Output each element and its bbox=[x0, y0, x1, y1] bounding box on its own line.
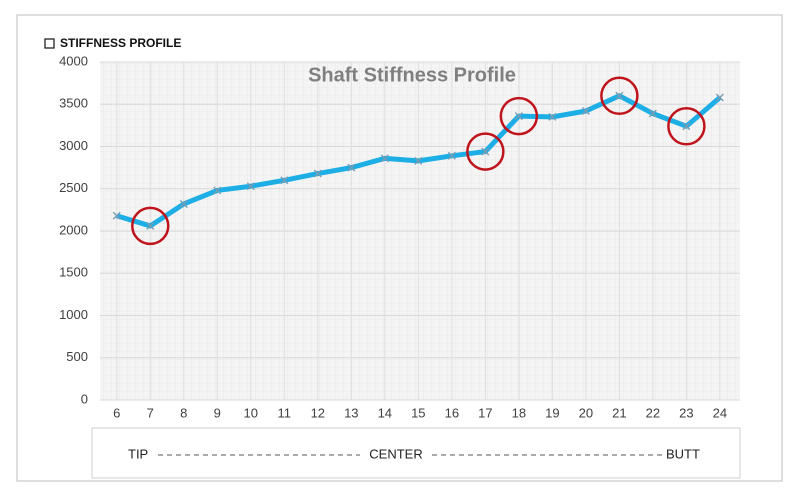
frame bbox=[16, 14, 783, 482]
point-marker bbox=[481, 147, 490, 156]
y-tick-label: 2000 bbox=[59, 222, 88, 237]
y-tick-label: 1000 bbox=[59, 307, 88, 322]
x-tick-label: 11 bbox=[278, 405, 292, 420]
x-tick-label: 9 bbox=[214, 405, 221, 420]
x-tick-label: 7 bbox=[147, 405, 154, 420]
header-box bbox=[44, 38, 55, 49]
y-tick-label: 500 bbox=[66, 349, 88, 364]
y-tick-label: 1500 bbox=[59, 265, 88, 280]
x-tick-label: 14 bbox=[378, 405, 392, 420]
grid bbox=[100, 61, 740, 401]
x-tick-label: 22 bbox=[646, 405, 660, 420]
x-tick-label: 23 bbox=[679, 405, 693, 420]
x-tick-label: 21 bbox=[612, 405, 626, 420]
highlight-circle bbox=[131, 206, 170, 246]
x-tick-label: 17 bbox=[478, 405, 492, 420]
point-marker bbox=[514, 112, 523, 121]
point-marker bbox=[414, 156, 423, 165]
highlight-circle bbox=[466, 132, 505, 171]
point-marker bbox=[179, 199, 188, 208]
chart-title: Shaft Stiffness Profile bbox=[308, 64, 516, 86]
highlight-circle bbox=[667, 106, 706, 146]
y-tick-label: 2500 bbox=[59, 180, 88, 195]
point-marker bbox=[280, 176, 289, 185]
point-marker bbox=[246, 182, 255, 191]
y-tick-label: 3500 bbox=[59, 96, 88, 111]
point-marker bbox=[715, 93, 724, 102]
x-tick-label: 19 bbox=[545, 405, 559, 420]
x-tick-label: 24 bbox=[713, 405, 727, 420]
y-tick-label: 0 bbox=[81, 391, 88, 406]
y-tick-label: 4000 bbox=[59, 53, 88, 68]
point-marker bbox=[615, 91, 624, 100]
x-tick-label: 15 bbox=[411, 405, 425, 420]
position-label: TIP bbox=[128, 446, 148, 461]
highlight-circle bbox=[499, 96, 539, 136]
position-box bbox=[91, 427, 741, 479]
x-tick-label: 20 bbox=[579, 405, 593, 420]
x-tick-label: 10 bbox=[244, 405, 258, 420]
point-marker bbox=[347, 163, 356, 172]
y-tick-label: 3000 bbox=[59, 138, 88, 153]
x-tick-label: 6 bbox=[113, 405, 120, 420]
point-marker bbox=[447, 151, 456, 160]
x-tick-label: 16 bbox=[445, 405, 459, 420]
highlight-circle bbox=[600, 76, 639, 116]
point-marker bbox=[581, 107, 590, 116]
point-marker bbox=[213, 186, 222, 195]
point-marker bbox=[313, 169, 322, 178]
point-marker bbox=[682, 122, 691, 131]
point-marker bbox=[146, 221, 155, 230]
point-marker bbox=[380, 154, 389, 163]
point-marker bbox=[648, 109, 657, 118]
position-label: BUTT bbox=[666, 446, 700, 461]
point-marker bbox=[548, 112, 557, 121]
x-tick-label: 12 bbox=[311, 405, 325, 420]
position-label: CENTER bbox=[369, 446, 422, 461]
x-tick-label: 8 bbox=[180, 405, 187, 420]
x-tick-label: 13 bbox=[344, 405, 358, 420]
header: STIFFNESS PROFILE bbox=[60, 36, 181, 50]
point-marker bbox=[112, 211, 121, 220]
x-tick-label: 18 bbox=[512, 405, 526, 420]
marks bbox=[112, 76, 724, 246]
